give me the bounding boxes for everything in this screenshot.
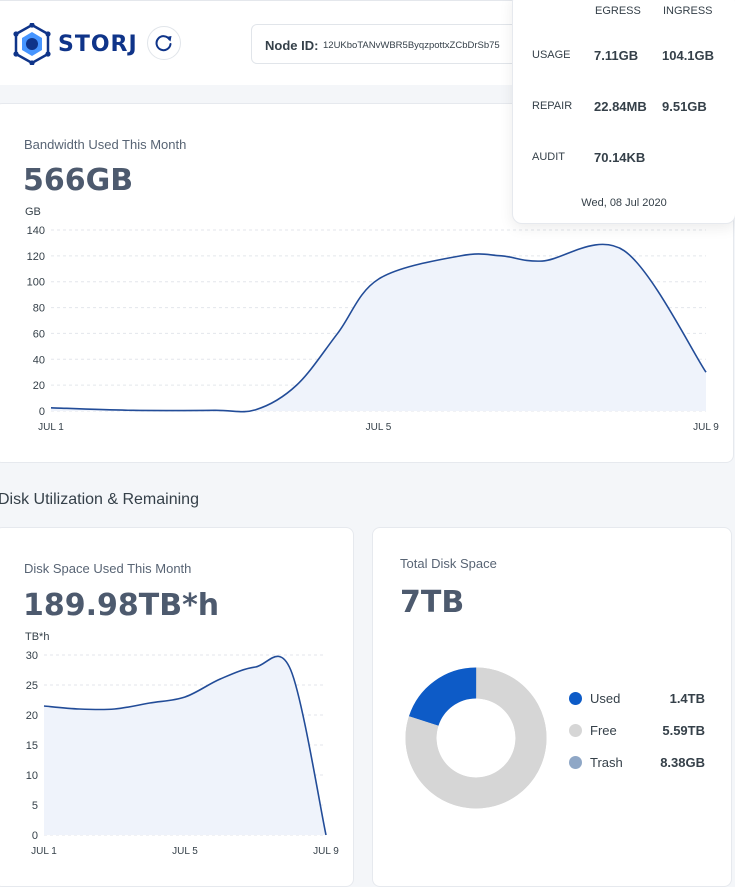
bandwidth-ytick: 40	[33, 354, 45, 366]
disk-donut-chart	[400, 662, 552, 814]
usage-ingress: 104.1GB	[662, 48, 714, 63]
bandwidth-title: Bandwidth Used This Month	[24, 137, 186, 152]
disk-space-chart: 0 5 10 15 20 25 30 JUL 1 JUL 5 JUL 9	[0, 645, 350, 868]
bandwidth-value: 566GB	[23, 163, 133, 198]
bandwidth-xtick: JUL 1	[38, 422, 64, 433]
bandwidth-ytick: 100	[27, 277, 45, 289]
audit-egress: 70.14KB	[594, 150, 645, 165]
node-id-label: Node ID:	[265, 38, 318, 53]
disk-space-xtick: JUL 9	[313, 846, 339, 857]
disk-space-ytick: 30	[26, 650, 38, 662]
disk-space-unit: TB*h	[25, 631, 49, 643]
total-disk-title: Total Disk Space	[400, 556, 497, 571]
disk-space-xtick: JUL 5	[172, 846, 198, 857]
legend-free-label: Free	[590, 723, 617, 738]
disk-space-xtick: JUL 1	[31, 846, 57, 857]
bandwidth-tooltip: EGRESS INGRESS USAGE 7.11GB 104.1GB REPA…	[512, 0, 735, 224]
disk-space-area	[44, 656, 326, 835]
usage-label: USAGE	[532, 49, 571, 61]
legend-free-value: 5.59TB	[625, 723, 705, 738]
disk-space-ytick: 15	[26, 740, 38, 752]
bandwidth-xtick: JUL 5	[366, 422, 392, 433]
total-disk-value: 7TB	[400, 585, 464, 620]
legend-trash-dot	[569, 756, 582, 769]
donut-used-slice	[424, 683, 476, 721]
audit-label: AUDIT	[532, 151, 565, 163]
bandwidth-ytick: 80	[33, 303, 45, 315]
bandwidth-ytick: 20	[33, 380, 45, 392]
legend-free-dot	[569, 724, 582, 737]
tooltip-date: Wed, 08 Jul 2020	[513, 197, 735, 209]
disk-space-ytick: 20	[26, 710, 38, 722]
disk-space-ytick: 0	[32, 830, 38, 842]
repair-egress: 22.84MB	[594, 99, 647, 114]
bandwidth-ytick: 0	[39, 406, 45, 418]
bandwidth-xtick: JUL 9	[693, 422, 719, 433]
brand-name: STORJ	[58, 32, 138, 57]
legend-used-dot	[569, 692, 582, 705]
legend-used-label: Used	[590, 691, 620, 706]
repair-ingress: 9.51GB	[662, 99, 707, 114]
section-title: Disk Utilization & Remaining	[0, 491, 199, 509]
disk-space-title: Disk Space Used This Month	[24, 561, 191, 576]
legend-trash-label: Trash	[590, 755, 623, 770]
node-id-value: 12UKboTANvWBR5ByqzpottxZCbDrSb75	[323, 40, 500, 51]
disk-space-value: 189.98TB*h	[23, 588, 219, 623]
usage-egress: 7.11GB	[594, 48, 638, 63]
bandwidth-ytick: 140	[27, 225, 45, 237]
bandwidth-area	[51, 244, 706, 411]
bandwidth-chart: 0 20 40 60 80 100 120 140 JUL 1 JUL 5 JUL 9	[0, 220, 735, 440]
disk-space-ytick: 25	[26, 680, 38, 692]
refresh-icon	[155, 34, 173, 52]
refresh-button[interactable]	[147, 26, 181, 60]
node-id-field[interactable]: Node ID: 12UKboTANvWBR5ByqzpottxZCbDrSb7…	[251, 24, 541, 64]
legend-trash-value: 8.38GB	[625, 755, 705, 770]
ingress-header: INGRESS	[663, 5, 713, 17]
disk-space-ytick: 5	[32, 800, 38, 812]
bandwidth-unit: GB	[25, 206, 41, 218]
repair-label: REPAIR	[532, 100, 572, 112]
disk-space-ytick: 10	[26, 770, 38, 782]
legend-used-value: 1.4TB	[625, 691, 705, 706]
storj-logo-icon	[12, 23, 52, 65]
egress-header: EGRESS	[595, 5, 641, 17]
bandwidth-ytick: 60	[33, 328, 45, 340]
bandwidth-ytick: 120	[27, 251, 45, 263]
